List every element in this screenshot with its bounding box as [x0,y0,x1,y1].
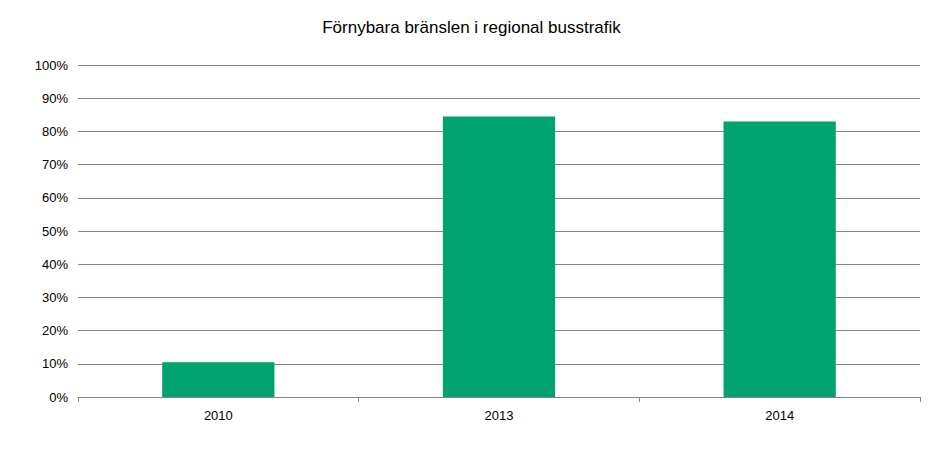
svg-text:90%: 90% [42,91,68,106]
svg-text:2014: 2014 [765,408,794,423]
svg-text:10%: 10% [42,356,68,371]
svg-text:0%: 0% [49,390,68,405]
svg-text:20%: 20% [42,323,68,338]
svg-text:40%: 40% [42,257,68,272]
svg-text:30%: 30% [42,290,68,305]
svg-text:2010: 2010 [204,408,233,423]
svg-text:2013: 2013 [485,408,514,423]
svg-text:80%: 80% [42,124,68,139]
svg-text:60%: 60% [42,190,68,205]
svg-text:Förnybara bränslen i regional: Förnybara bränslen i regional busstrafik [322,18,621,37]
svg-text:50%: 50% [42,224,68,239]
svg-text:70%: 70% [42,157,68,172]
svg-text:100%: 100% [35,58,69,73]
